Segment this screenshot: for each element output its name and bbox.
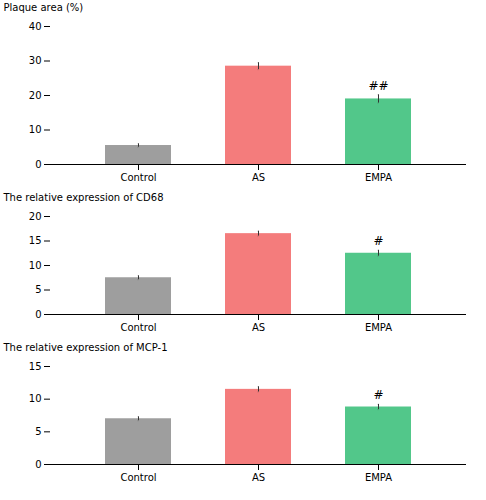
- svg-text:Plaque area (%): Plaque area (%): [4, 2, 84, 13]
- svg-text:20: 20: [29, 211, 42, 222]
- svg-text:AS: AS: [252, 472, 265, 483]
- svg-text:The relative expression of MCP: The relative expression of MCP-1: [3, 342, 168, 353]
- svg-text:15: 15: [29, 235, 42, 246]
- svg-text:20: 20: [29, 90, 42, 101]
- svg-text:0: 0: [35, 309, 41, 320]
- svg-text:Control: Control: [120, 472, 156, 483]
- svg-text:5: 5: [35, 284, 41, 295]
- svg-text:The relative expression of CD6: The relative expression of CD68: [3, 192, 164, 203]
- svg-text:30: 30: [29, 55, 42, 66]
- svg-text:#: #: [373, 388, 383, 402]
- svg-text:10: 10: [29, 260, 42, 271]
- svg-text:0: 0: [35, 159, 41, 170]
- svg-text:##: ##: [368, 79, 388, 93]
- svg-text:#: #: [373, 234, 383, 248]
- svg-text:10: 10: [29, 124, 42, 135]
- svg-text:15: 15: [29, 361, 42, 372]
- svg-text:EMPA: EMPA: [365, 322, 392, 333]
- svg-text:10: 10: [29, 393, 42, 404]
- svg-text:Control: Control: [120, 322, 156, 333]
- svg-text:EMPA: EMPA: [365, 472, 392, 483]
- svg-text:5: 5: [35, 426, 41, 437]
- svg-text:AS: AS: [252, 172, 265, 183]
- svg-text:AS: AS: [252, 322, 265, 333]
- svg-text:EMPA: EMPA: [365, 172, 392, 183]
- svg-text:40: 40: [29, 21, 42, 32]
- svg-text:Control: Control: [120, 172, 156, 183]
- svg-text:0: 0: [35, 459, 41, 470]
